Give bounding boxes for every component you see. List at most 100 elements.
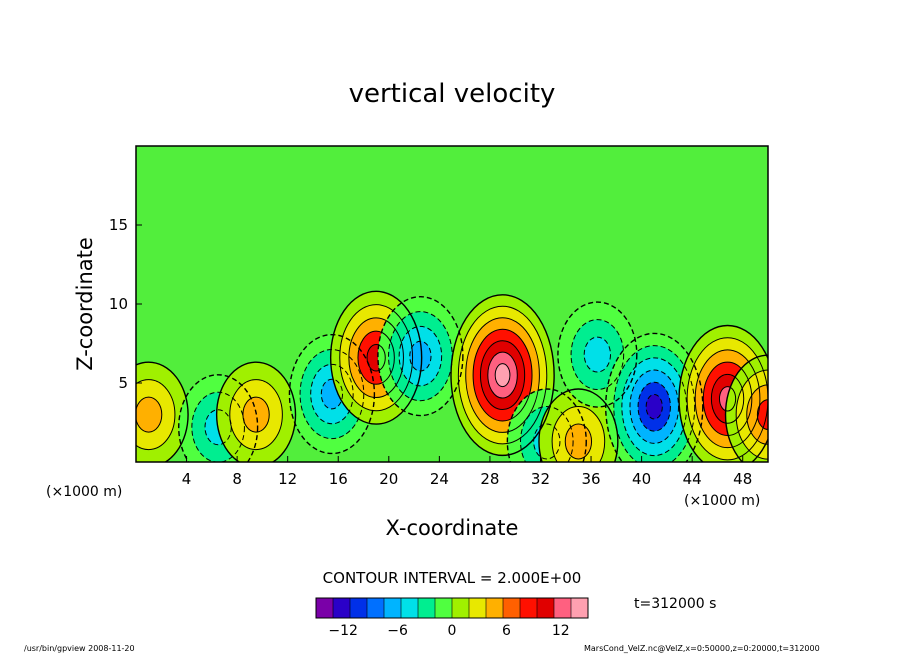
contour-line <box>215 361 297 462</box>
contour-line <box>398 325 443 387</box>
contour-line <box>494 363 511 388</box>
contour-line <box>551 405 606 462</box>
colorbar-swatch <box>316 598 334 618</box>
contour-line <box>724 354 768 462</box>
contour-line <box>645 393 663 420</box>
contour-line <box>136 361 189 462</box>
colorbar-swatch <box>350 598 368 618</box>
contour-line <box>366 343 386 372</box>
plot-area <box>135 145 769 463</box>
colorbar-swatch <box>333 598 351 618</box>
contour-line <box>629 369 680 444</box>
x-axis: 4 8 12 16 20 24 28 32 36 40 44 48 <box>182 456 752 488</box>
colorbar-tick-label: −12 <box>328 623 358 639</box>
x-tick-label: 32 <box>531 470 550 488</box>
x-tick-label: 36 <box>581 470 600 488</box>
x-tick-label: 20 <box>379 470 398 488</box>
colorbar-swatch <box>384 598 402 618</box>
colorbar-swatch <box>367 598 385 618</box>
contour-line <box>570 319 625 391</box>
colorbar-tick-label: 0 <box>448 623 457 639</box>
contour-line <box>348 317 404 399</box>
contour-line <box>583 336 612 373</box>
contour-line <box>299 349 365 440</box>
colorbar-tick-label: −6 <box>387 623 408 639</box>
velocity-fill-level <box>646 394 663 419</box>
contour-line <box>242 396 270 433</box>
x-unit-left: (×1000 m) <box>46 484 122 500</box>
x-axis-label: X-coordinate <box>386 516 519 540</box>
chart-title: vertical velocity <box>349 79 556 109</box>
contour-line <box>450 294 555 457</box>
contour-line <box>479 340 526 410</box>
velocity-cell <box>605 333 703 462</box>
contour-line <box>288 333 376 455</box>
colorbar-tick-label: 6 <box>502 623 511 639</box>
contour-line <box>506 388 587 462</box>
footer-left: /usr/bin/gpview 2008-11-20 <box>24 644 135 653</box>
colorbar-swatch <box>520 598 538 618</box>
contour-line <box>621 357 688 457</box>
y-axis: 5 10 15 <box>109 216 142 392</box>
colorbar-swatch <box>537 598 555 618</box>
contour-line <box>487 351 518 399</box>
y-tick-label: 10 <box>109 295 128 313</box>
velocity-fill-level <box>409 341 432 371</box>
colorbar-swatch <box>401 598 419 618</box>
velocity-cell <box>377 296 463 416</box>
contour-line <box>613 345 696 462</box>
colorbar-swatch <box>486 598 504 618</box>
contour-line <box>678 324 768 462</box>
contour-line <box>538 388 619 462</box>
contour-line <box>178 374 259 462</box>
colorbar-swatch <box>469 598 487 618</box>
colorbar-swatch <box>571 598 589 618</box>
velocity-fill-level <box>584 337 611 373</box>
x-tick-label: 40 <box>632 470 651 488</box>
x-tick-label: 28 <box>480 470 499 488</box>
x-tick-label: 24 <box>430 470 449 488</box>
contour-line <box>694 349 761 449</box>
contour-line <box>339 304 414 412</box>
colorbar-tick-label: 12 <box>552 623 570 639</box>
time-label: t=312000 s <box>634 596 716 612</box>
contour-line <box>564 423 593 460</box>
velocity-fill-level <box>136 397 162 433</box>
colorbar-swatch <box>503 598 521 618</box>
x-tick-label: 12 <box>278 470 297 488</box>
contour-line <box>409 340 432 372</box>
x-tick-label: 48 <box>733 470 752 488</box>
contour-interval-label: CONTOUR INTERVAL = 2.000E+00 <box>323 569 582 587</box>
y-axis-label: Z-coordinate <box>73 237 97 371</box>
colorbar-swatch <box>418 598 436 618</box>
colorbar-swatch <box>435 598 453 618</box>
contour-line <box>637 381 671 432</box>
contour-line <box>710 373 745 424</box>
x-tick-label: 44 <box>683 470 702 488</box>
contour-line <box>465 317 540 433</box>
x-unit-right: (×1000 m) <box>684 493 760 509</box>
x-tick-label: 4 <box>182 470 192 488</box>
contour-line <box>735 369 768 460</box>
footer-right: MarsCond_VelZ.nc@VelZ,x=0:50000,z=0:2000… <box>584 644 820 653</box>
contour-lines <box>136 290 768 462</box>
velocity-cell <box>538 389 618 462</box>
colorbar-frame <box>315 597 589 619</box>
contour-line <box>310 363 354 425</box>
colorbar-swatch <box>452 598 470 618</box>
contour-line <box>686 337 768 461</box>
x-tick-label: 8 <box>232 470 242 488</box>
contour-line <box>605 332 704 462</box>
contour-line <box>520 405 574 462</box>
contour-line <box>457 305 548 445</box>
y-tick-label: 5 <box>118 374 128 392</box>
contour-line <box>329 290 423 425</box>
contour-line <box>136 379 176 451</box>
colorbar-swatch <box>554 598 572 618</box>
contour-line <box>718 386 737 412</box>
contour-line <box>136 396 163 433</box>
contour-line <box>472 328 533 422</box>
y-tick-label: 15 <box>109 216 128 234</box>
contour-line <box>191 391 245 462</box>
